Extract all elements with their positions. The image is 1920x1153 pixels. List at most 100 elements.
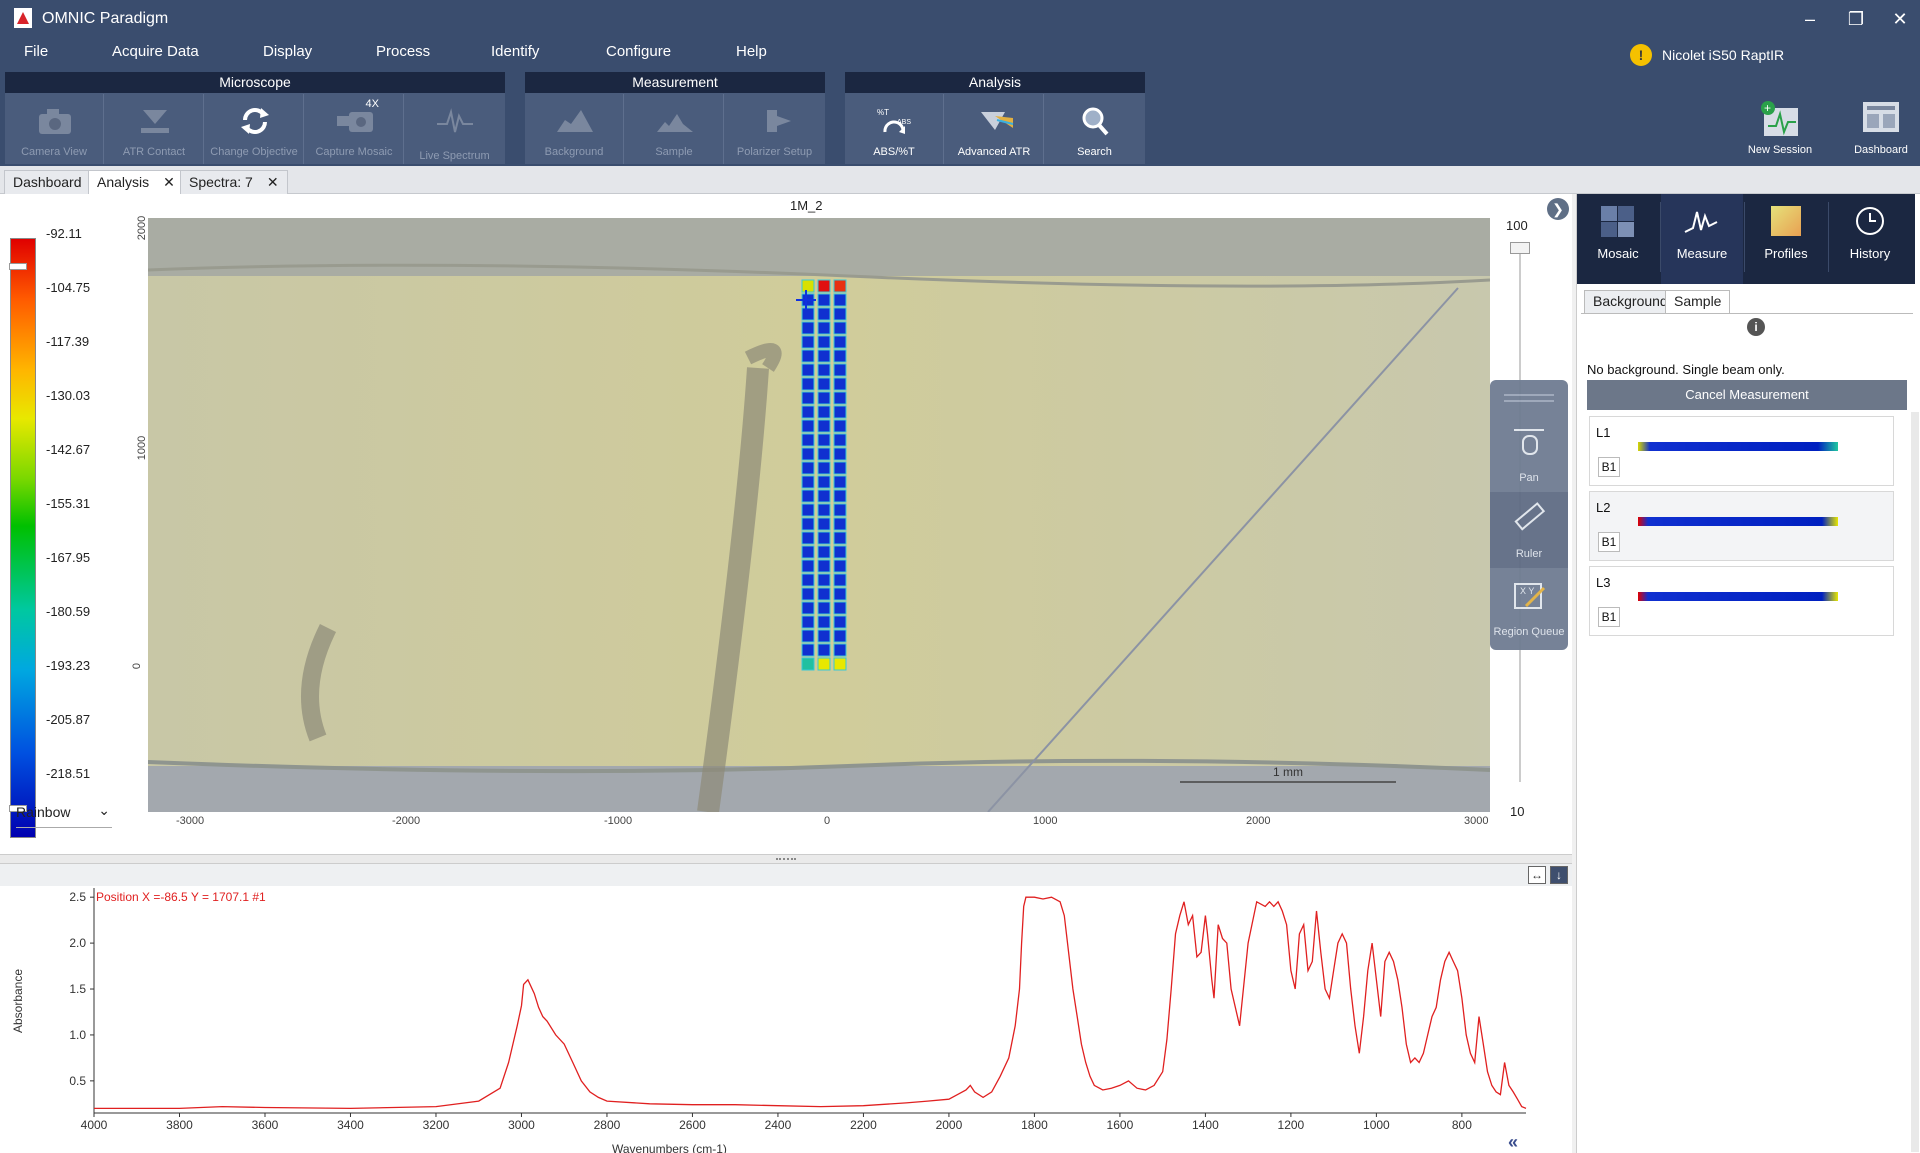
grid-cell[interactable] — [817, 419, 831, 433]
search-button[interactable]: Search — [1045, 94, 1144, 164]
camera-view-button[interactable]: Camera View — [5, 94, 104, 164]
grid-cell[interactable] — [833, 363, 847, 377]
grid-cell[interactable] — [801, 573, 815, 587]
grid-cell[interactable] — [817, 531, 831, 545]
subtab-background[interactable]: Background — [1584, 290, 1677, 314]
tab-history[interactable]: History — [1829, 194, 1911, 284]
grid-cell[interactable] — [833, 503, 847, 517]
grid-cell[interactable] — [817, 307, 831, 321]
advanced-atr-button[interactable]: Advanced ATR — [945, 94, 1044, 164]
grid-cell[interactable] — [833, 377, 847, 391]
grid-cell[interactable] — [833, 587, 847, 601]
new-session-button[interactable]: + New Session — [1735, 100, 1825, 160]
pan-tool[interactable]: Pan — [1490, 416, 1568, 492]
grid-cell[interactable] — [817, 293, 831, 307]
grid-cell[interactable] — [833, 321, 847, 335]
grid-cell[interactable] — [817, 573, 831, 587]
grid-cell[interactable] — [833, 475, 847, 489]
tab-spectra[interactable]: Spectra: 7 ✕ — [180, 170, 288, 194]
grid-cell[interactable] — [817, 363, 831, 377]
grid-cell[interactable] — [833, 615, 847, 629]
line-badge[interactable]: B1 — [1598, 607, 1620, 627]
close-tab-icon[interactable]: ✕ — [163, 174, 175, 190]
grid-cell[interactable] — [817, 559, 831, 573]
menu-configure[interactable]: Configure — [606, 43, 672, 60]
grid-cell[interactable] — [817, 321, 831, 335]
fit-width-button[interactable]: ↔ — [1528, 866, 1546, 884]
grid-cell[interactable] — [817, 391, 831, 405]
change-objective-button[interactable]: Change Objective — [205, 94, 304, 164]
info-icon[interactable]: i — [1747, 318, 1765, 336]
atr-contact-button[interactable]: ATR Contact — [105, 94, 204, 164]
spectrum-plot[interactable]: 2.5 2.0 1.5 1.0 0.5 4000 3800 3600 3400 3200 3000 2… — [0, 864, 1572, 1153]
grid-cell[interactable] — [817, 615, 831, 629]
grid-cell[interactable] — [833, 391, 847, 405]
grid-cell[interactable] — [833, 447, 847, 461]
grid-cell[interactable] — [801, 503, 815, 517]
grid-cell[interactable] — [833, 419, 847, 433]
grid-cell[interactable] — [833, 461, 847, 475]
ruler-tool[interactable]: Ruler — [1490, 492, 1568, 568]
grid-cell[interactable] — [801, 517, 815, 531]
grid-cell[interactable] — [817, 279, 831, 293]
dashboard-button[interactable]: Dashboard — [1836, 100, 1920, 160]
grid-cell[interactable] — [817, 335, 831, 349]
grid-cell[interactable] — [817, 489, 831, 503]
live-spectrum-button[interactable]: Live Spectrum — [405, 94, 504, 164]
grid-cell[interactable] — [801, 349, 815, 363]
grid-cell[interactable] — [817, 657, 831, 671]
color-scale-min-handle[interactable] — [9, 805, 27, 812]
grid-cell[interactable] — [833, 279, 847, 293]
download-icon[interactable]: ↓ — [1550, 866, 1568, 884]
color-scale-max-handle[interactable] — [9, 263, 27, 270]
mosaic-image[interactable]: 1 mm — [148, 218, 1490, 812]
grid-cell[interactable] — [817, 377, 831, 391]
grid-cell[interactable] — [801, 335, 815, 349]
grid-cell[interactable] — [801, 475, 815, 489]
minimize-button[interactable]: – — [1804, 9, 1815, 29]
grid-cell[interactable] — [817, 545, 831, 559]
grid-cell[interactable] — [801, 419, 815, 433]
palette-dropdown[interactable]: Rainbow ⌄ — [16, 802, 112, 828]
line-card[interactable]: L2 B1 — [1589, 491, 1894, 561]
grid-cell[interactable] — [801, 629, 815, 643]
subtab-sample[interactable]: Sample — [1665, 290, 1731, 314]
close-window-button[interactable]: ✕ — [1892, 9, 1908, 29]
grid-cell[interactable] — [833, 307, 847, 321]
maximize-button[interactable]: ❐ — [1847, 9, 1865, 29]
chevron-right-icon[interactable]: ❯ — [1547, 198, 1569, 220]
grid-cell[interactable] — [817, 601, 831, 615]
grid-cell[interactable] — [833, 335, 847, 349]
grid-cell[interactable] — [801, 489, 815, 503]
line-card[interactable]: L1 B1 — [1589, 416, 1894, 486]
grid-cell[interactable] — [801, 643, 815, 657]
grid-cell[interactable] — [817, 461, 831, 475]
line-card[interactable]: L3 B1 — [1589, 566, 1894, 636]
menu-acquire-data[interactable]: Acquire Data — [112, 43, 199, 60]
menu-display[interactable]: Display — [263, 43, 313, 60]
grid-cell[interactable] — [833, 489, 847, 503]
grid-cell[interactable] — [817, 517, 831, 531]
pane-splitter[interactable] — [0, 854, 1572, 864]
grid-cell[interactable] — [801, 433, 815, 447]
sample-button[interactable]: Sample — [625, 94, 724, 164]
grid-cell[interactable] — [833, 531, 847, 545]
tab-measure[interactable]: Measure — [1661, 194, 1743, 284]
zoom-thumb[interactable] — [1510, 242, 1530, 254]
grid-cell[interactable] — [801, 559, 815, 573]
grid-cell[interactable] — [801, 657, 815, 671]
grid-cell[interactable] — [833, 657, 847, 671]
grid-cell[interactable] — [801, 601, 815, 615]
tab-dashboard[interactable]: Dashboard — [4, 170, 91, 194]
grid-cell[interactable] — [817, 433, 831, 447]
grid-cell[interactable] — [817, 475, 831, 489]
grid-cell[interactable] — [801, 545, 815, 559]
menu-process[interactable]: Process — [376, 43, 431, 60]
grid-cell[interactable] — [833, 573, 847, 587]
collapse-panel-icon[interactable]: « — [1508, 1132, 1519, 1152]
tab-analysis[interactable]: Analysis ✕ — [88, 170, 184, 194]
grid-cell[interactable] — [833, 545, 847, 559]
panel-scrollbar[interactable] — [1911, 412, 1919, 1152]
grid-cell[interactable] — [801, 531, 815, 545]
grid-cell[interactable] — [817, 349, 831, 363]
